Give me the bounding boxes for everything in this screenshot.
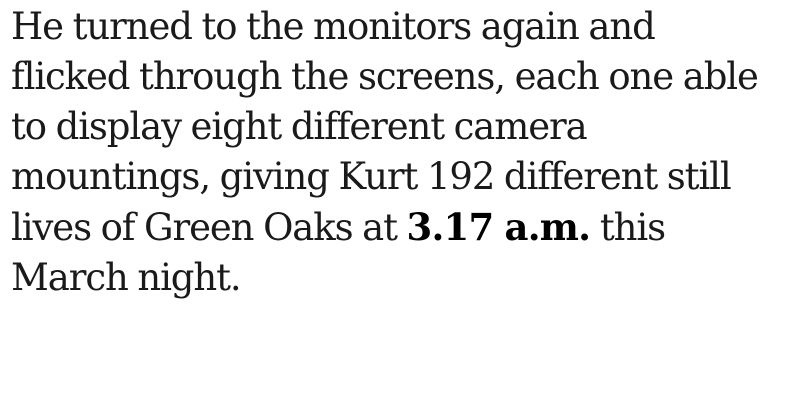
text-line-1: He turned to the monitors again and: [11, 5, 656, 48]
text-line-2: flicked through the screens, each one ab…: [11, 55, 759, 98]
text-line-5: lives of Green Oaks at 3.17 a.m. this: [11, 202, 791, 253]
text-paragraph: He turned to the monitors again and flic…: [11, 2, 791, 303]
text-line-4: mountings, giving Kurt 192 different sti…: [11, 155, 732, 198]
document-page: He turned to the monitors again and flic…: [11, 2, 791, 303]
text-line-3: to display eight different camera: [11, 105, 588, 148]
text-line-5-before: lives of Green Oaks at: [11, 206, 407, 249]
text-line-5-after: this: [590, 206, 666, 249]
text-line-6: March night.: [11, 256, 242, 299]
time-emphasis: 3.17 a.m.: [406, 205, 591, 249]
